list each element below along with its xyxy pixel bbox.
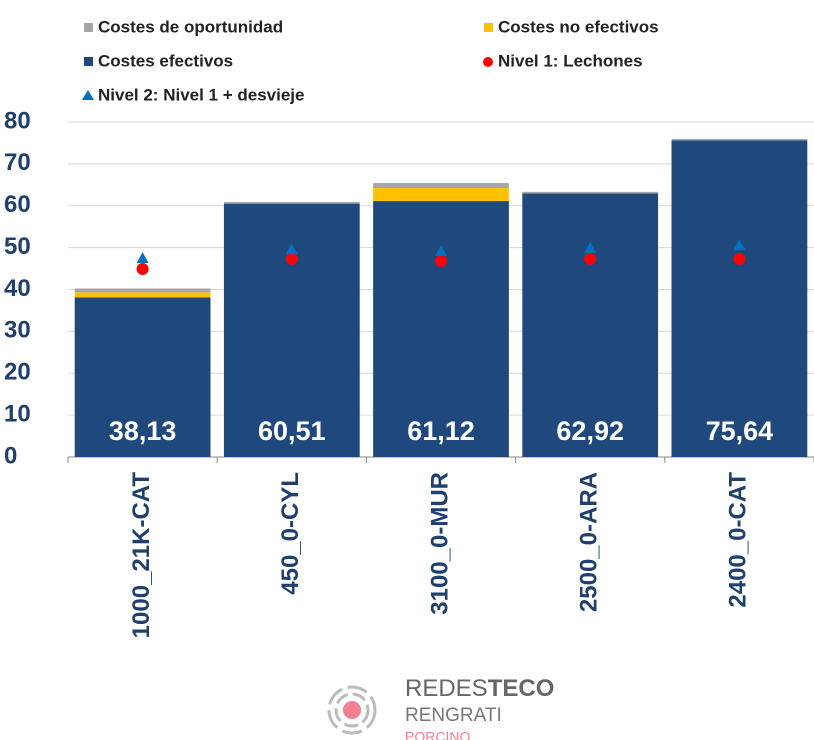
- marker-triangle: [733, 239, 746, 251]
- bar-segment: [671, 139, 808, 141]
- marker-circle: [136, 262, 149, 275]
- x-tick-label: 2500_0-ARA: [576, 472, 603, 612]
- y-tick-label: 30: [4, 317, 31, 344]
- y-tick-label: 40: [4, 275, 31, 302]
- logo: REDESTECO RENGRATI PORCINO: [327, 675, 554, 740]
- logo-name: REDESTECO: [405, 675, 554, 702]
- marker-triangle: [435, 244, 447, 256]
- bar-segment: [522, 193, 659, 457]
- y-tick-label: 60: [4, 191, 31, 218]
- bar-segment: [373, 201, 509, 457]
- legend-swatch: [82, 90, 94, 100]
- marker-circle: [733, 252, 746, 265]
- legend-label: Costes efectivos: [98, 51, 233, 70]
- marker-circle: [285, 252, 298, 265]
- logo-line3: PORCINO: [405, 729, 470, 740]
- value-label: 60,51: [258, 416, 326, 446]
- y-tick-label: 20: [4, 359, 31, 386]
- logo-ring: [327, 685, 377, 735]
- marker-triangle: [584, 242, 597, 254]
- value-label: 38,13: [109, 416, 177, 446]
- legend-label: Nivel 2: Nivel 1 + desvieje: [98, 85, 304, 104]
- legend-swatch: [483, 57, 493, 67]
- bar-segment: [74, 288, 211, 293]
- logo-ring: [334, 692, 370, 728]
- bar-segment: [373, 188, 509, 202]
- value-label: 61,12: [407, 416, 475, 446]
- x-tick-label: 450_0-CYL: [277, 472, 304, 595]
- legend-swatch: [484, 23, 493, 32]
- logo-bold: TECO: [488, 675, 555, 702]
- x-tick-label: 1000_21K-CAT: [128, 472, 155, 639]
- logo-line2: RENGRATI: [405, 705, 502, 726]
- marker-circle: [435, 255, 447, 268]
- bar-segment: [671, 140, 808, 457]
- bar-segment: [522, 191, 659, 194]
- legend-swatch: [84, 23, 93, 32]
- marker-triangle: [285, 243, 298, 255]
- bar-segment: [373, 183, 509, 189]
- legend-swatch: [84, 57, 93, 66]
- x-tick-label: 2400_0-CAT: [725, 472, 752, 608]
- legend-label: Costes no efectivos: [498, 17, 659, 36]
- y-tick-label: 10: [4, 400, 31, 427]
- logo-dot: [343, 701, 361, 719]
- x-tick-label: 3100_0-MUR: [426, 472, 453, 615]
- value-label: 75,64: [706, 416, 774, 446]
- legend-label: Nivel 1: Lechones: [498, 51, 643, 70]
- legend-label: Costes de oportunidad: [98, 17, 283, 36]
- y-tick-label: 70: [4, 149, 31, 176]
- marker-triangle: [136, 252, 149, 264]
- bar-segment: [223, 201, 360, 204]
- y-tick-label: 50: [4, 233, 31, 260]
- value-label: 62,92: [556, 416, 624, 446]
- bar-segment: [74, 297, 211, 457]
- y-tick-label: 80: [4, 107, 31, 134]
- bar-segment: [74, 292, 211, 298]
- y-tick-label: 0: [4, 442, 17, 469]
- marker-circle: [584, 252, 597, 265]
- logo-light: REDES: [405, 675, 488, 702]
